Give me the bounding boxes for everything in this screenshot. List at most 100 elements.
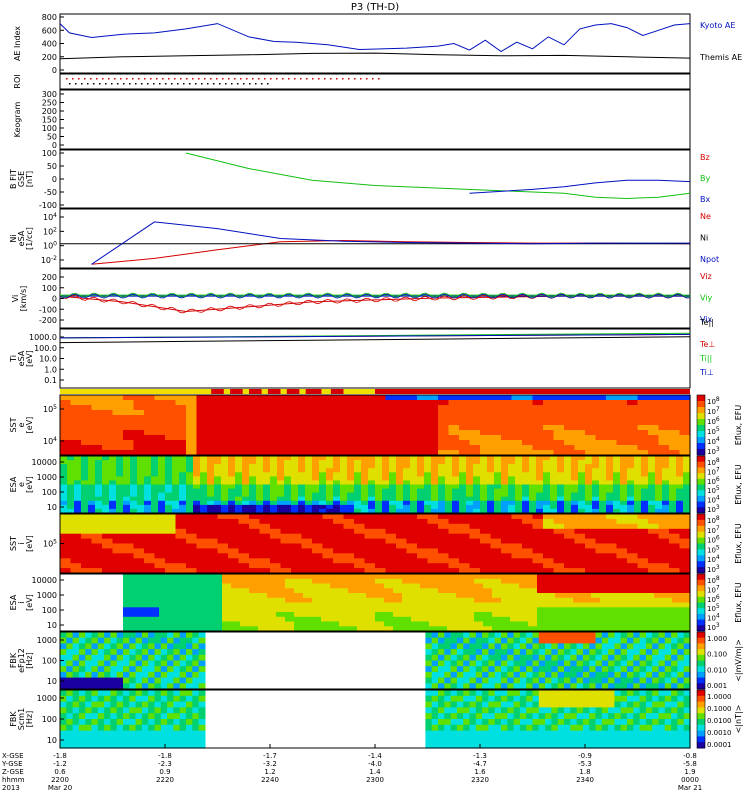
spectrogram-cell <box>291 505 299 510</box>
spectrogram-cell <box>596 539 607 545</box>
spectrogram-cell <box>575 445 586 451</box>
spectrogram-cell <box>480 505 488 510</box>
spectrogram-cell <box>480 400 491 406</box>
spectrogram-cell <box>110 643 117 649</box>
spectrogram-cell <box>558 725 565 731</box>
spectrogram-cell <box>375 415 386 421</box>
spectrogram-cell <box>291 440 302 446</box>
spectrogram-cell <box>438 440 449 446</box>
spectrogram-cell <box>602 690 609 696</box>
spectrogram-cell <box>669 410 680 416</box>
spectrogram-cell <box>92 725 99 731</box>
spectrogram-cell <box>508 472 516 477</box>
spectrogram-cell <box>482 736 489 742</box>
spectrogram-cell <box>150 603 160 608</box>
spectrogram-cell <box>167 672 174 678</box>
spectrogram-cell <box>386 524 397 530</box>
spectrogram-cell <box>606 489 614 494</box>
spectrogram-cell <box>613 501 621 506</box>
spectrogram-cell <box>129 719 136 725</box>
spectrogram-cell <box>110 661 117 667</box>
spectrogram-cell <box>130 464 138 469</box>
spectrogram-cell <box>596 435 607 441</box>
spectrogram-cell <box>102 445 113 451</box>
spectrogram-cell <box>200 480 208 485</box>
spectrogram-cell <box>249 501 257 506</box>
spectrogram-cell <box>114 588 124 593</box>
spectrogram-cell <box>333 405 344 411</box>
spectrogram-cell <box>648 529 659 535</box>
y-axis-label: [km/s] <box>19 286 28 312</box>
spectrogram-cell <box>526 731 533 737</box>
spectrogram-cell <box>130 497 138 502</box>
spectrogram-cell <box>514 666 521 672</box>
spectrogram-cell <box>457 678 464 684</box>
spectrogram-cell <box>339 593 349 598</box>
spectrogram-cell <box>591 593 601 598</box>
spectrogram-cell <box>606 464 614 469</box>
spectrogram-cell <box>354 519 365 525</box>
spectrogram-cell <box>438 405 449 411</box>
spectrogram-cell <box>239 420 250 426</box>
spectrogram-cell <box>204 622 214 627</box>
spectrogram-cell <box>482 731 489 737</box>
spectrogram-cell <box>176 558 187 564</box>
spectrogram-cell <box>102 529 113 535</box>
spectrogram-cell <box>192 731 199 737</box>
spectrogram-cell <box>407 524 418 530</box>
spectrogram-cell <box>396 400 407 406</box>
spectrogram-cell <box>449 534 460 540</box>
spectrogram-cell <box>228 563 239 569</box>
spectrogram-cell <box>151 489 159 494</box>
spectrogram-cell <box>110 690 117 696</box>
spectrogram-cell <box>263 468 271 473</box>
spectrogram-cell <box>333 539 344 545</box>
spectrogram-cell <box>326 472 334 477</box>
spectrogram-cell <box>123 558 134 564</box>
spectrogram-cell <box>249 472 257 477</box>
spectrogram-cell <box>235 501 243 506</box>
spectrogram-cell <box>110 672 117 678</box>
spectrogram-cell <box>659 529 670 535</box>
spectrogram-cell <box>618 574 628 579</box>
spectrogram-cell <box>357 617 367 622</box>
spectrogram-cell <box>652 655 659 661</box>
spectrogram-cell <box>263 480 271 485</box>
spectrogram-cell <box>508 493 516 498</box>
spectrogram-cell <box>669 539 680 545</box>
spectrogram-cell <box>81 468 89 473</box>
spectrogram-cell <box>375 579 385 584</box>
spectrogram-cell <box>456 617 466 622</box>
spectrogram-cell <box>546 574 556 579</box>
spectrogram-cell <box>260 405 271 411</box>
spectrogram-cell <box>235 468 243 473</box>
spectrogram-cell <box>207 524 218 530</box>
spectrogram-cell <box>407 435 418 441</box>
spectrogram-cell <box>197 529 208 535</box>
spectrogram-cell <box>533 661 540 667</box>
spectrogram-cell <box>92 415 103 421</box>
spectrogram-cell <box>291 430 302 436</box>
spectrogram-cell <box>613 489 621 494</box>
spectrogram-cell <box>186 649 193 655</box>
spectrogram-cell <box>480 548 491 554</box>
spectrogram-cell <box>585 501 593 506</box>
spectrogram-cell <box>614 719 621 725</box>
spectrogram-cell <box>609 588 619 593</box>
spectrogram-cell <box>222 617 232 622</box>
spectrogram-cell <box>85 736 92 742</box>
spectrogram-cell <box>554 558 565 564</box>
spectrogram-cell <box>429 612 439 617</box>
spectrogram-cell <box>102 563 113 569</box>
spectrogram-cell <box>476 696 483 702</box>
spectrogram-cell <box>60 725 67 731</box>
spectrogram-cell <box>570 661 577 667</box>
spectrogram-cell <box>389 468 397 473</box>
spectrogram-cell <box>510 593 520 598</box>
spectrogram-cell <box>543 425 554 431</box>
spectrogram-cell <box>386 415 397 421</box>
spectrogram-cell <box>507 719 514 725</box>
spectrogram-cell <box>539 736 546 742</box>
spectrogram-cell <box>512 544 523 550</box>
spectrogram-cell <box>654 598 664 603</box>
